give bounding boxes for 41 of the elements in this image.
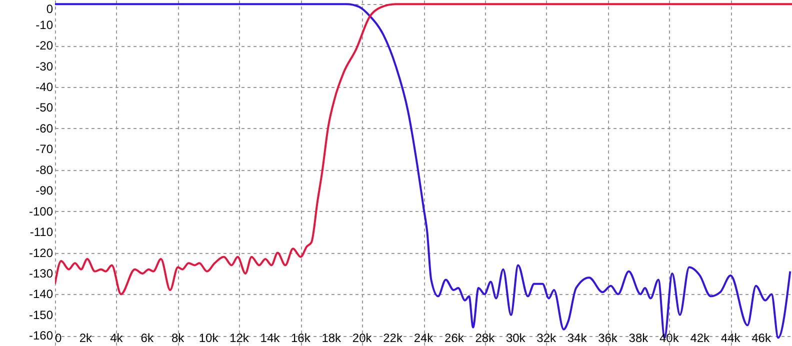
x-tick-label: 38k bbox=[628, 331, 650, 345]
x-tick-label: 14k bbox=[260, 331, 281, 345]
x-tick-label: 30k bbox=[506, 331, 526, 345]
x-tick-label: 32k bbox=[536, 331, 557, 345]
x-tick-label: 28k bbox=[475, 331, 496, 345]
x-tick-label: 44k bbox=[720, 331, 742, 345]
x-tick-label: 4k bbox=[110, 331, 124, 345]
y-tick-label: -140 bbox=[28, 287, 54, 302]
y-tick-label: -110 bbox=[30, 225, 54, 240]
x-tick-label: 24k bbox=[414, 331, 434, 345]
y-tick-label: -30 bbox=[36, 59, 54, 74]
x-tick-label: 36k bbox=[598, 331, 618, 345]
y-tick-label: -120 bbox=[28, 246, 54, 260]
x-tick-label: 0 bbox=[55, 331, 62, 345]
x-tick-label: 22k bbox=[383, 331, 404, 345]
y-tick-label: -10 bbox=[36, 18, 54, 32]
x-tick-label: 2k bbox=[79, 331, 94, 345]
x-tick-label: 12k bbox=[230, 331, 250, 345]
y-tick-label: -160 bbox=[28, 328, 54, 343]
y-tick-label: -130 bbox=[28, 266, 54, 280]
y-tick-label: -150 bbox=[28, 308, 54, 322]
y-tick-label: 0 bbox=[46, 2, 54, 16]
y-tick-label: -100 bbox=[28, 204, 54, 218]
y-tick-label: -20 bbox=[36, 38, 54, 53]
x-tick-label: 8k bbox=[171, 331, 186, 345]
x-tick-label: 42k bbox=[690, 331, 711, 345]
x-tick-label: 18k bbox=[322, 331, 342, 345]
y-tick-label: -50 bbox=[36, 100, 54, 115]
y-tick-label: -90 bbox=[36, 184, 54, 198]
x-tick-label: 10k bbox=[198, 331, 220, 345]
x-tick-label: 20k bbox=[352, 331, 373, 345]
x-tick-label: 46k bbox=[752, 331, 772, 345]
y-tick-label: -60 bbox=[36, 121, 54, 136]
x-tick-label: 40k bbox=[659, 331, 680, 345]
y-tick-label: -40 bbox=[36, 80, 54, 94]
x-tick-label: 6k bbox=[140, 331, 154, 345]
y-tick-label: -70 bbox=[36, 142, 54, 156]
x-tick-label: 26k bbox=[444, 331, 465, 345]
x-tick-label: 34k bbox=[567, 331, 588, 345]
x-tick-label: 16k bbox=[290, 331, 312, 345]
y-tick-label: -80 bbox=[36, 162, 54, 177]
